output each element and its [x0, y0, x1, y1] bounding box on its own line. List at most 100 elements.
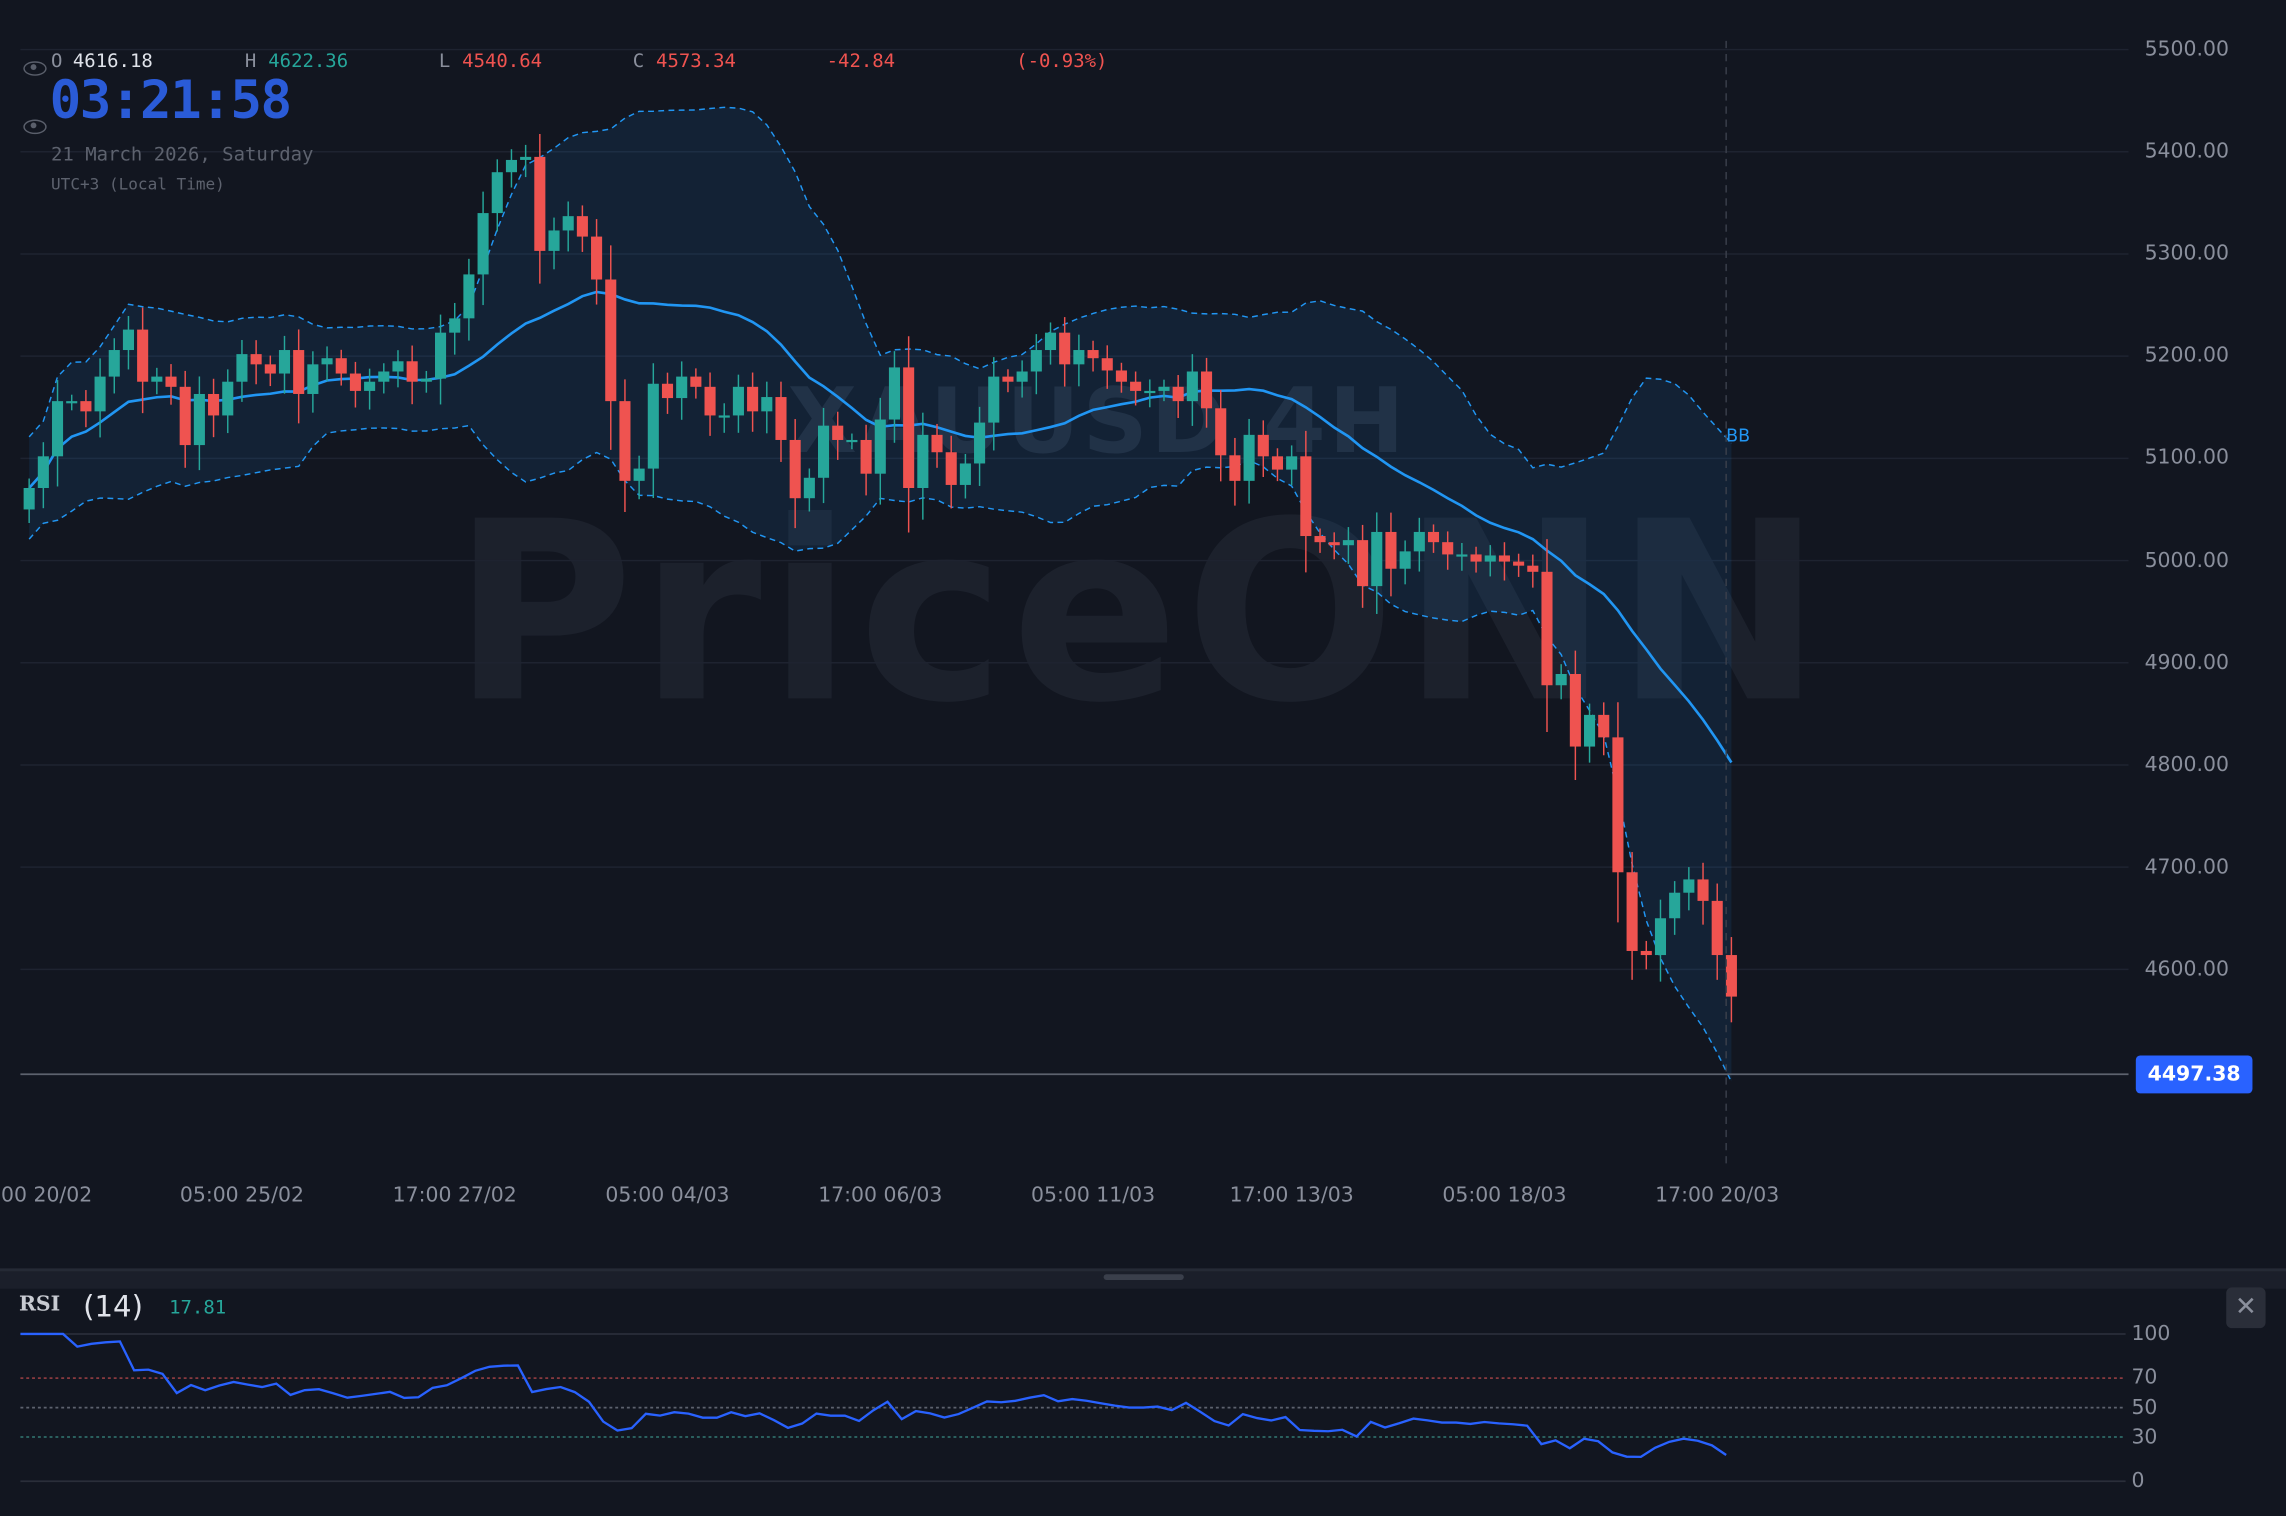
candle-body [1725, 955, 1737, 997]
candle-body [392, 361, 404, 372]
price-tick-label: 5400.00 [2144, 140, 2229, 164]
candle-body [576, 216, 588, 237]
candle-body [1697, 879, 1709, 901]
candle-body [1342, 540, 1354, 546]
candle-body [591, 236, 603, 280]
candle-body [761, 397, 773, 412]
candle-body [1201, 371, 1213, 409]
candle-body [250, 354, 262, 365]
candle-body [1101, 358, 1113, 371]
candle-body [193, 393, 205, 446]
candle-body [1683, 879, 1695, 893]
low-label: L [438, 51, 451, 73]
candle-body [1357, 540, 1369, 587]
candle-body [1626, 872, 1638, 951]
price-chart[interactable] [0, 0, 2286, 1268]
candle-body [151, 376, 163, 382]
candle-body [520, 156, 532, 160]
rsi-tick-label: 100 [2131, 1322, 2171, 1346]
time-tick-label: 05:00 11/03 [1030, 1183, 1156, 1208]
price-tick-label: 4800.00 [2144, 753, 2229, 777]
candle-body [1513, 561, 1525, 566]
candle-body [1654, 918, 1667, 956]
candle-body [264, 364, 276, 374]
candle-body [1271, 456, 1284, 470]
time-tick-label: 17:00 13/03 [1229, 1183, 1354, 1208]
candle-body [278, 350, 291, 374]
candle-body [974, 422, 986, 464]
price-tick-label: 5100.00 [2144, 446, 2229, 471]
candle-body [1229, 455, 1241, 481]
candle-body [1711, 900, 1723, 956]
close-label: C [632, 51, 645, 73]
candle-body [1371, 531, 1383, 587]
candle-body [888, 367, 901, 420]
candle-body [420, 378, 432, 382]
candle-body [1555, 674, 1567, 686]
candle-body [179, 386, 191, 446]
candle-body [321, 358, 333, 365]
candle-body [449, 318, 461, 333]
candle-body [137, 329, 149, 382]
candle-body [94, 376, 106, 412]
candle-body [1016, 371, 1028, 382]
price-tick-label: 5200.00 [2144, 344, 2229, 368]
candle-body [1470, 554, 1482, 562]
candle-body [1030, 350, 1042, 372]
candle-body [1144, 390, 1156, 394]
price-tick-label: 4900.00 [2144, 651, 2229, 675]
candle-body [1186, 371, 1198, 402]
candle-body [647, 383, 659, 469]
price-tick-label: 5500.00 [2144, 37, 2229, 62]
candle-body [1484, 555, 1496, 562]
rsi-line [20, 1332, 1727, 1459]
time-tick-label: 05:00 25/02 [179, 1183, 304, 1208]
candle-body [1158, 386, 1170, 391]
rsi-length: (14) [83, 1288, 143, 1324]
candle-body [846, 439, 858, 443]
candle-body [1087, 350, 1099, 359]
close-value: 4573.34 [656, 51, 736, 73]
candle-body [108, 350, 120, 377]
candle-body [1541, 571, 1553, 686]
price-tick-label: 5000.00 [2144, 548, 2229, 573]
candle-body [718, 415, 730, 418]
candle-body [1300, 456, 1312, 537]
candle-body [1002, 376, 1014, 382]
candle-body [1073, 350, 1085, 365]
candle-body [1130, 381, 1142, 391]
candle-body [236, 354, 248, 382]
candle-body [477, 213, 489, 275]
time-tick-label: 17:00 27/02 [392, 1183, 517, 1208]
candle-body [803, 477, 815, 499]
candle-body [51, 401, 64, 457]
brand-watermark: PriceONN [451, 469, 1828, 759]
close-icon[interactable]: ✕ [2226, 1287, 2266, 1329]
candle-body [208, 393, 220, 416]
candle-body [364, 381, 376, 391]
candle-body [1115, 370, 1127, 382]
candle-body [463, 274, 475, 319]
price-tick-label: 4700.00 [2144, 855, 2229, 879]
rsi-value: 17.81 [169, 1297, 227, 1320]
visibility-eye-icon[interactable] [23, 119, 47, 135]
visibility-eye-icon[interactable] [23, 61, 47, 76]
candle-body [605, 279, 617, 402]
candle-body [619, 401, 631, 481]
time-tick-label: 05:00 18/03 [1442, 1183, 1567, 1208]
change-value: -42.84 [826, 51, 896, 73]
candle-body [832, 425, 844, 440]
candle-body [23, 488, 35, 510]
candle-body [80, 401, 92, 412]
candle-body [1569, 674, 1581, 747]
time-tick-label: 05:00 04/03 [605, 1183, 730, 1208]
candle-body [349, 373, 361, 391]
candle-body [222, 381, 234, 416]
candle-body [66, 401, 78, 404]
resize-handle[interactable] [1103, 1274, 1184, 1281]
candle-body [434, 332, 447, 379]
date-label: 21 March 2026, Saturday [51, 144, 314, 167]
candle-body [732, 386, 744, 416]
candle-body [1456, 554, 1468, 557]
candle-body [491, 172, 503, 214]
